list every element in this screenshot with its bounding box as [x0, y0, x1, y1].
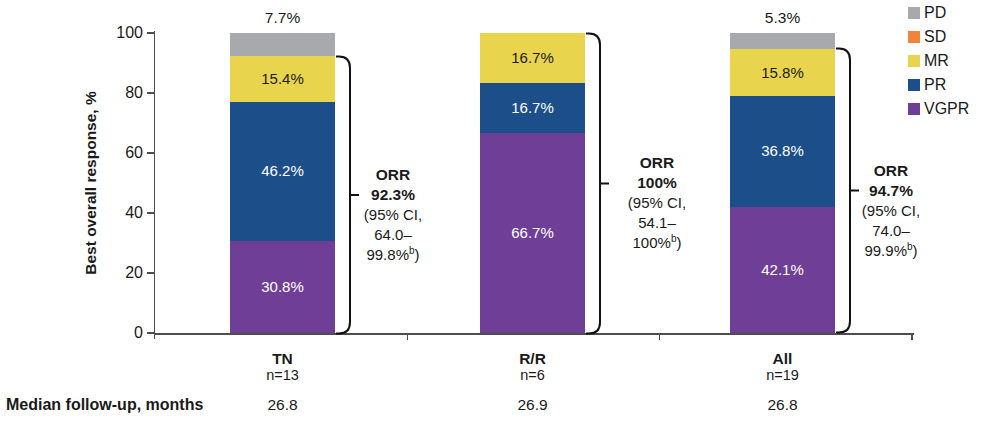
bar-segment-pd-0	[230, 33, 335, 56]
orr-ci-high-2: 99.9%b)	[843, 241, 939, 261]
orr-ci-footnote-1: b	[671, 233, 677, 244]
orr-value-2: 94.7%	[843, 181, 939, 201]
segment-label-vgpr-0: 30.8%	[230, 278, 335, 295]
legend-item-sd: SD	[908, 30, 969, 43]
legend-label-mr: MR	[924, 54, 949, 67]
x-tick	[659, 333, 661, 340]
legend-item-pr: PR	[908, 78, 969, 91]
median-value-2: 26.8	[710, 396, 855, 414]
y-tick-label: 40	[101, 204, 143, 222]
y-tick	[147, 92, 154, 94]
y-axis-line	[154, 31, 156, 339]
bar-segment-pr-2: 36.8%	[730, 96, 835, 206]
x-axis-line	[154, 333, 914, 335]
category-n-0: n=13	[210, 367, 355, 383]
y-tick	[147, 332, 154, 334]
y-tick	[147, 212, 154, 214]
x-tick	[911, 333, 913, 340]
category-n-1: n=6	[460, 367, 605, 383]
category-n-2: n=19	[710, 367, 855, 383]
bar-segment-vgpr-2: 42.1%	[730, 207, 835, 333]
orr-ci-high-0: 99.8%b)	[345, 245, 441, 265]
orr-heading-0: ORR	[345, 165, 441, 185]
segment-label-vgpr-1: 66.7%	[480, 224, 585, 241]
legend-label-vgpr: VGPR	[924, 102, 969, 115]
segment-label-mr-1: 16.7%	[480, 49, 585, 66]
legend-label-sd: SD	[924, 30, 946, 43]
orr-ci-footnote-2: b	[907, 241, 913, 252]
x-tick	[407, 333, 409, 340]
segment-label-mr-0: 15.4%	[230, 70, 335, 87]
bar-segment-mr-2: 15.8%	[730, 49, 835, 96]
orr-block-1: ORR100%(95% CI,54.1–100%b)	[609, 153, 705, 253]
segment-label-vgpr-2: 42.1%	[730, 261, 835, 278]
bar-segment-mr-1: 16.7%	[480, 33, 585, 83]
segment-label-pr-2: 36.8%	[730, 142, 835, 159]
category-label-0: TN	[210, 350, 355, 368]
bar-segment-vgpr-0: 30.8%	[230, 241, 335, 333]
orr-ci-open-1: (95% CI,	[609, 193, 705, 213]
legend-label-pr: PR	[924, 78, 946, 91]
orr-block-2: ORR94.7%(95% CI,74.0–99.9%b)	[843, 161, 939, 261]
orr-ci-open-0: (95% CI,	[345, 205, 441, 225]
stacked-bar-chart: Best overall response, % PD SD MR PR VGPR Me…	[0, 0, 984, 421]
y-tick	[147, 152, 154, 154]
legend-label-pd: PD	[924, 6, 946, 19]
y-tick	[147, 272, 154, 274]
median-followup-label: Median follow-up, months	[6, 396, 203, 414]
orr-value-1: 100%	[609, 173, 705, 193]
category-label-1: R/R	[460, 350, 605, 368]
orr-heading-2: ORR	[843, 161, 939, 181]
bar-segment-mr-0: 15.4%	[230, 56, 335, 102]
y-tick-label: 20	[101, 264, 143, 282]
median-value-0: 26.8	[210, 396, 355, 414]
legend-item-mr: MR	[908, 54, 969, 67]
y-tick-label: 80	[101, 84, 143, 102]
legend-item-vgpr: VGPR	[908, 102, 969, 115]
segment-label-pr-1: 16.7%	[480, 99, 585, 116]
legend-swatch-sd	[908, 31, 920, 43]
segment-label-above-0: 7.7%	[230, 9, 335, 27]
segment-label-mr-2: 15.8%	[730, 64, 835, 81]
orr-ci-footnote-0: b	[409, 245, 415, 256]
bar-segment-pr-0: 46.2%	[230, 102, 335, 241]
bar-segment-pr-1: 16.7%	[480, 83, 585, 133]
legend-swatch-vgpr	[908, 103, 920, 115]
orr-ci-open-2: (95% CI,	[843, 201, 939, 221]
orr-ci-low-1: 54.1–	[609, 213, 705, 233]
orr-ci-low-2: 74.0–	[843, 221, 939, 241]
orr-heading-1: ORR	[609, 153, 705, 173]
legend: PD SD MR PR VGPR	[908, 6, 969, 115]
category-label-2: All	[710, 350, 855, 368]
bar-segment-pd-2	[730, 33, 835, 49]
orr-block-0: ORR92.3%(95% CI,64.0–99.8%b)	[345, 165, 441, 265]
legend-swatch-mr	[908, 55, 920, 67]
legend-item-pd: PD	[908, 6, 969, 19]
legend-swatch-pr	[908, 79, 920, 91]
y-tick-label: 0	[101, 324, 143, 342]
segment-label-pr-0: 46.2%	[230, 162, 335, 179]
orr-ci-low-0: 64.0–	[345, 225, 441, 245]
y-tick-label: 60	[101, 144, 143, 162]
orr-value-0: 92.3%	[345, 185, 441, 205]
legend-swatch-pd	[908, 7, 920, 19]
segment-label-above-2: 5.3%	[730, 9, 835, 27]
median-value-1: 26.9	[460, 396, 605, 414]
bar-segment-vgpr-1: 66.7%	[480, 133, 585, 333]
y-tick-label: 100	[101, 24, 143, 42]
y-axis-title: Best overall response, %	[82, 23, 100, 343]
y-tick	[147, 32, 154, 34]
orr-ci-high-1: 100%b)	[609, 233, 705, 253]
